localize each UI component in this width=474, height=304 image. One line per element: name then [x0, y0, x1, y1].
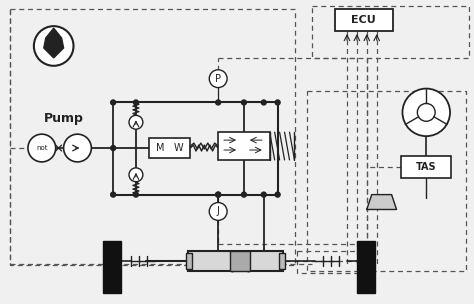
Circle shape	[209, 202, 227, 220]
Bar	[149, 138, 191, 158]
Circle shape	[110, 100, 116, 105]
Circle shape	[216, 192, 221, 197]
Text: TAS: TAS	[416, 162, 437, 172]
Bar	[189, 251, 283, 271]
Circle shape	[216, 100, 221, 105]
Circle shape	[110, 146, 116, 150]
Circle shape	[134, 192, 138, 197]
Text: P: P	[215, 74, 221, 84]
Circle shape	[134, 100, 138, 105]
Bar	[279, 253, 284, 269]
Circle shape	[261, 100, 266, 105]
Circle shape	[241, 100, 246, 105]
Text: M: M	[156, 143, 165, 153]
Bar	[357, 241, 375, 293]
Text: ECU: ECU	[351, 15, 376, 25]
Circle shape	[241, 192, 246, 197]
Text: not: not	[36, 145, 47, 151]
Circle shape	[209, 70, 227, 88]
Circle shape	[402, 88, 450, 136]
Circle shape	[275, 100, 280, 105]
Circle shape	[417, 103, 435, 121]
Circle shape	[64, 134, 91, 162]
Bar	[218, 132, 270, 160]
Circle shape	[261, 192, 266, 197]
Circle shape	[275, 192, 280, 197]
Circle shape	[129, 168, 143, 182]
Bar	[401, 156, 451, 178]
Circle shape	[129, 115, 143, 129]
Text: W: W	[174, 143, 183, 153]
Polygon shape	[367, 195, 397, 209]
Bar	[186, 253, 192, 269]
Bar	[230, 251, 250, 271]
Circle shape	[34, 26, 73, 66]
Text: Pump: Pump	[44, 112, 83, 125]
Bar	[103, 241, 121, 293]
Polygon shape	[44, 28, 64, 58]
Circle shape	[28, 134, 55, 162]
Circle shape	[216, 192, 221, 197]
Text: J: J	[217, 206, 219, 216]
Circle shape	[110, 192, 116, 197]
Bar	[335, 9, 392, 31]
